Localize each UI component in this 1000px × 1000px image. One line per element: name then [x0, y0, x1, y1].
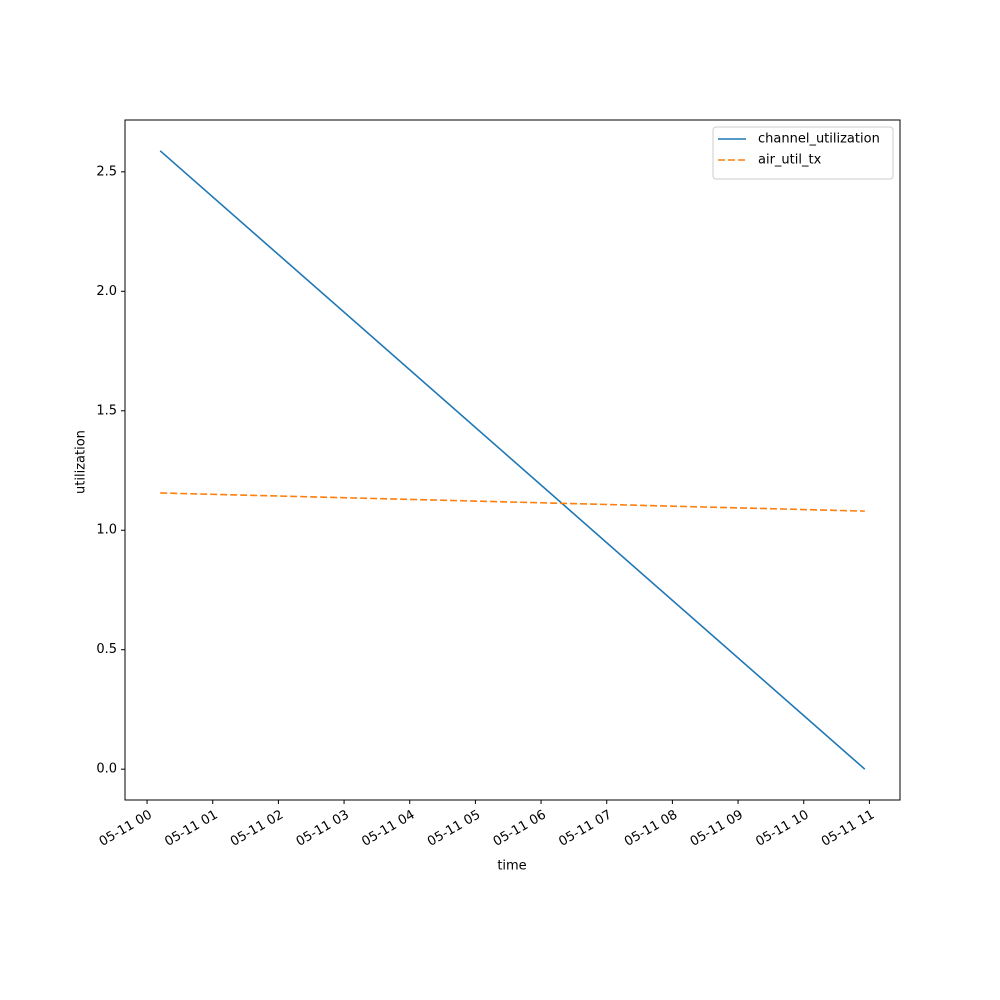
- legend-label: air_util_tx: [758, 153, 822, 168]
- y-tick-label: 1.5: [96, 403, 117, 418]
- y-tick-label: 2.5: [96, 164, 117, 179]
- x-axis-label: time: [497, 859, 526, 874]
- legend-box: [712, 126, 894, 180]
- y-tick-label: 1.0: [96, 523, 117, 538]
- y-tick-label: 0.5: [96, 642, 117, 657]
- legend-label: channel_utilization: [758, 132, 880, 147]
- data-line: [160, 492, 865, 512]
- y-axis-label: utilization: [74, 430, 89, 494]
- plot-frame: [124, 119, 901, 801]
- y-tick-label: 0.0: [96, 762, 117, 777]
- y-tick-label: 2.0: [96, 284, 117, 299]
- data-line: [159, 150, 866, 770]
